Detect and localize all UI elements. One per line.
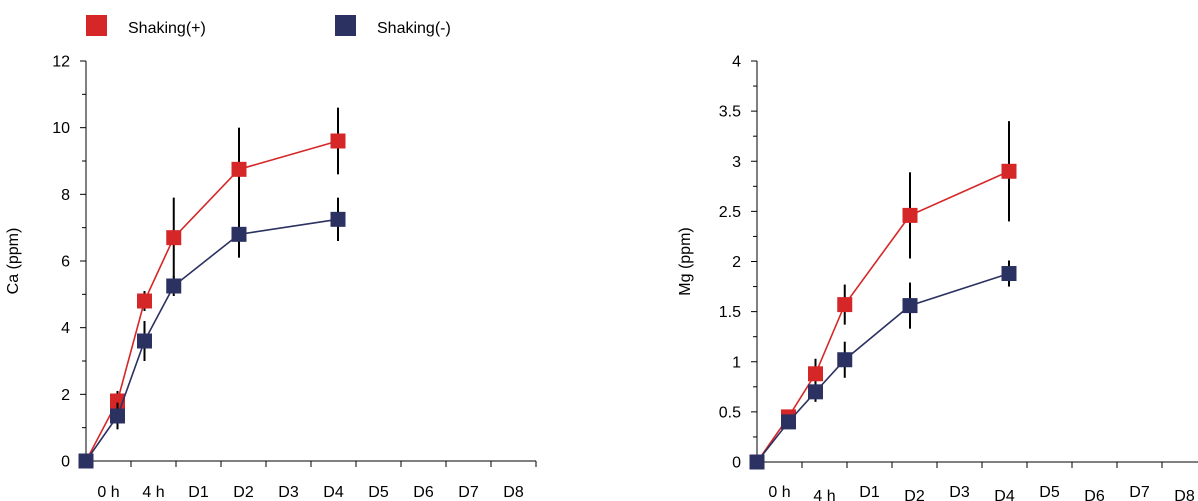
- mg-data-point: [781, 414, 796, 430]
- ca-data-point: [166, 278, 182, 294]
- ca-y-tick-label: 2: [61, 387, 70, 404]
- mg-x-tick-label: D3: [949, 484, 970, 501]
- ca-x-tick-label: D1: [188, 484, 209, 501]
- ca-y-tick-label: 10: [52, 120, 70, 137]
- ca-data-point: [231, 161, 247, 177]
- ca-y-tick-label: 8: [61, 187, 70, 204]
- ca-x-tick-label: D3: [278, 484, 299, 501]
- mg-y-tick-label: 4: [732, 54, 741, 71]
- ca-y-axis-title: Ca (ppm): [5, 228, 22, 295]
- mg-y-tick-label: 3: [732, 154, 741, 171]
- ca-data-point: [330, 211, 346, 227]
- ca-data-point: [110, 408, 125, 424]
- ca-y-tick-label: 12: [52, 54, 70, 71]
- mg-series-line: [756, 272, 1010, 463]
- chart-mg: 0 0.5 1 1.5 2 2.5 3 3.5 4 0 h 4 h D1 D2 D3 D4 D5 D6 D7 D8 M…: [677, 54, 1198, 501]
- ca-x-tick-label: 0 h: [97, 484, 119, 501]
- mg-y-tick-label: 1.5: [719, 304, 741, 321]
- ca-data-point: [137, 333, 152, 349]
- mg-x-tick-label: D4: [994, 488, 1015, 501]
- mg-x-tick-label: D8: [1174, 488, 1195, 501]
- ca-x-tick-label: D5: [368, 484, 389, 501]
- mg-x-tick-label: D7: [1129, 484, 1150, 501]
- mg-y-tick-label: 1: [732, 354, 741, 371]
- mg-data-point: [902, 207, 918, 223]
- ca-data-point: [78, 453, 94, 469]
- mg-x-tick-label: 0 h: [768, 484, 790, 501]
- ca-y-tick-label: 0: [61, 454, 70, 471]
- mg-y-tick-label: 2: [732, 254, 741, 271]
- mg-x-tick-label: 4 h: [813, 488, 835, 501]
- legend-label-shaking-plus: Shaking(+): [128, 20, 206, 37]
- legend-swatch-shaking-plus: [86, 15, 107, 36]
- legend: Shaking(+) Shaking(-): [86, 15, 451, 37]
- ca-x-tick-label: D4: [323, 484, 344, 501]
- mg-data-point: [808, 384, 823, 400]
- ca-data-point: [166, 230, 182, 246]
- mg-x-tick-label: D6: [1084, 488, 1105, 501]
- ca-data-point: [137, 293, 152, 309]
- mg-y-tick-label: 3.5: [719, 104, 741, 121]
- mg-x-tick-label: D5: [1039, 484, 1060, 501]
- ca-x-tick-label: D7: [458, 484, 479, 501]
- ca-x-tick-label: 4 h: [142, 484, 164, 501]
- ca-y-tick-label: 4: [61, 320, 70, 337]
- mg-y-tick-label: 0.5: [719, 404, 741, 421]
- legend-label-shaking-minus: Shaking(-): [377, 20, 451, 37]
- mg-y-axis-title: Mg (ppm): [677, 227, 694, 295]
- ca-series-line: [85, 218, 339, 462]
- mg-data-point: [1001, 266, 1017, 282]
- mg-data-point: [1001, 163, 1017, 179]
- mg-data-point: [837, 297, 853, 313]
- mg-y-tick-label: 2.5: [719, 204, 741, 221]
- ca-x-tick-label: D2: [233, 484, 254, 501]
- ca-data-point: [231, 226, 247, 242]
- ca-data-point: [330, 133, 346, 149]
- ca-y-tick-label: 6: [61, 254, 70, 271]
- ca-x-tick-label: D8: [503, 484, 524, 501]
- ca-x-tick-label: D6: [413, 484, 434, 501]
- mg-x-tick-label: D1: [859, 484, 880, 501]
- legend-swatch-shaking-minus: [335, 15, 356, 36]
- mg-y-tick-label: 0: [732, 455, 741, 472]
- chart-ca: 0 2 4 6 8 10 12 0 h 4 h D1 D2 D3 D4 D5 D6 D7 D8 Ca (ppm): [5, 54, 537, 501]
- mg-data-point: [902, 298, 918, 314]
- mg-data-point: [749, 454, 765, 470]
- mg-data-point: [808, 366, 823, 382]
- mg-x-tick-label: D2: [904, 488, 925, 501]
- mg-data-point: [837, 352, 853, 368]
